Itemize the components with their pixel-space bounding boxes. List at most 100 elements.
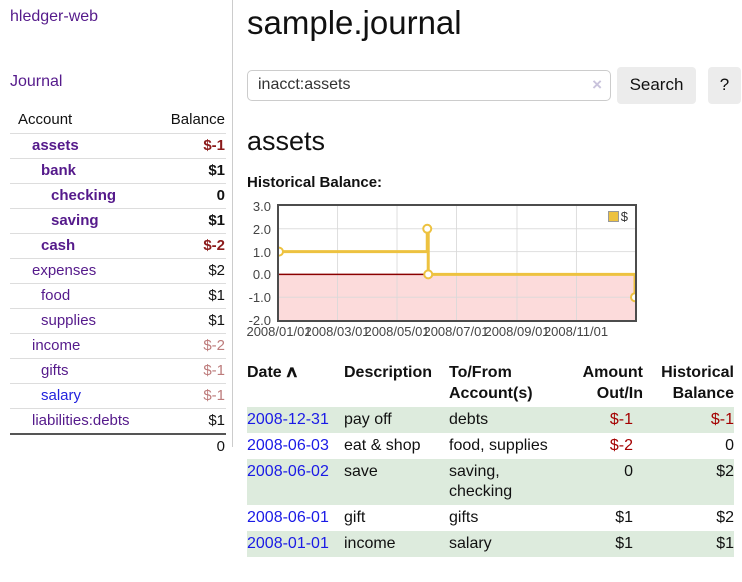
account-balance: $1: [151, 308, 226, 334]
account-balance: $-2: [151, 233, 226, 259]
transaction-date-link[interactable]: 2008-06-01: [247, 508, 329, 526]
main-content: sample.journal × Search ? assets Histori…: [233, 0, 742, 582]
app-title-link[interactable]: hledger-web: [10, 8, 99, 25]
sidebar: hledger-web Journal Account Balance asse…: [0, 0, 233, 459]
chart-legend: $: [607, 208, 628, 224]
transaction-description: income: [344, 530, 449, 557]
chart-title: Historical Balance:: [247, 173, 383, 191]
legend-swatch-icon: [607, 210, 619, 222]
account-balance: $-1: [151, 383, 226, 409]
account-link-saving[interactable]: saving: [51, 212, 99, 229]
chart-plot-area[interactable]: $: [277, 203, 637, 322]
y-tick-label: 0.0: [252, 266, 271, 282]
account-row-saving: saving $1: [10, 208, 226, 234]
transaction-amount: $1: [615, 508, 633, 526]
register-header-balance: Historical Balance: [661, 363, 734, 402]
account-row-expenses: expenses $2: [10, 258, 226, 284]
sort-ascending-icon: ∧: [284, 363, 299, 381]
transaction-balance: $2: [716, 508, 734, 526]
account-row-supplies: supplies $1: [10, 308, 226, 334]
account-balance: $1: [151, 158, 226, 184]
transaction-balance: 0: [725, 436, 734, 454]
y-tick-label: -2.0: [248, 312, 271, 328]
x-tick-label: 2008/07/01: [423, 323, 489, 339]
transaction-date-link[interactable]: 2008-06-03: [247, 436, 329, 454]
transaction-accounts: food, supplies: [449, 436, 548, 454]
register-row: 2008-12-31 pay off debts $-1 $-1: [247, 406, 734, 433]
account-link-income[interactable]: income: [32, 337, 81, 354]
transaction-amount: $-2: [609, 436, 633, 454]
account-link-food[interactable]: food: [41, 287, 71, 304]
account-balance: $1: [151, 408, 226, 434]
register-header-date[interactable]: Date ∧: [247, 363, 299, 381]
account-link-salary[interactable]: salary: [41, 387, 82, 404]
y-tick-label: 3.0: [252, 198, 271, 214]
register-header-description: Description: [344, 363, 433, 381]
transaction-description: eat & shop: [344, 436, 421, 454]
account-row-food: food $1: [10, 283, 226, 309]
transaction-balance: $-1: [643, 406, 734, 433]
accounts-table: Account Balance assets $-1 bank $1 check…: [10, 107, 226, 459]
transaction-accounts: saving, checking: [449, 458, 569, 505]
account-row-assets: assets $-1: [10, 133, 226, 159]
account-row-cash: cash $-2: [10, 233, 226, 259]
transaction-date-link[interactable]: 2008-01-01: [247, 534, 329, 552]
search-form: × Search ?: [247, 66, 741, 104]
account-balance: 0: [151, 183, 226, 209]
transaction-description: gift: [344, 508, 366, 526]
account-balance: $-1: [151, 133, 226, 159]
transaction-accounts: debts: [449, 406, 569, 433]
account-link-expenses[interactable]: expenses: [32, 262, 97, 279]
y-tick-label: 2.0: [252, 221, 271, 237]
account-link-cash[interactable]: cash: [41, 237, 76, 254]
account-link-assets[interactable]: assets: [32, 137, 79, 154]
transaction-accounts: salary: [449, 530, 569, 557]
transaction-date-link[interactable]: 2008-12-31: [247, 410, 329, 428]
register-header-amount: Amount Out/In: [582, 363, 643, 402]
account-link-liabilities-debts[interactable]: liabilities:debts: [32, 412, 130, 429]
accounts-header-account: Account: [18, 111, 73, 128]
register-row: 2008-06-01 gift gifts $1 $2: [247, 505, 734, 531]
account-balance: $1: [151, 283, 226, 309]
account-balance: $-2: [151, 333, 226, 359]
x-tick-label: 2008/01/01: [246, 323, 312, 339]
x-tick-label: 2008/05/01: [364, 323, 430, 339]
accounts-total-row: 0: [10, 433, 226, 459]
x-tick-label: 2008/11/01: [543, 323, 609, 339]
account-row-liabilities-debts: liabilities:debts $1: [10, 408, 226, 434]
transaction-accounts: gifts: [449, 508, 479, 526]
transaction-amount: $-1: [569, 406, 643, 433]
account-balance: $-1: [151, 358, 226, 384]
historical-balance-chart: 3.0 2.0 1.0 0.0 -1.0 -2.0 $ 2008/01/01 2…: [246, 199, 667, 340]
account-row-income: income $-2: [10, 333, 226, 359]
transaction-amount: 0: [569, 458, 643, 505]
search-input[interactable]: [247, 69, 611, 101]
account-link-checking[interactable]: checking: [51, 187, 117, 204]
x-tick-label: 2008/09/01: [484, 323, 550, 339]
accounts-total-balance: 0: [151, 433, 226, 459]
transaction-amount: $1: [569, 530, 643, 557]
transaction-description: pay off: [344, 406, 449, 433]
account-row-salary: salary $-1: [10, 383, 226, 409]
account-heading: assets: [247, 125, 326, 156]
account-row-bank: bank $1: [10, 158, 226, 184]
account-link-bank[interactable]: bank: [41, 162, 77, 179]
clear-search-icon[interactable]: ×: [592, 74, 602, 94]
account-link-supplies[interactable]: supplies: [41, 312, 97, 329]
account-row-checking: checking 0: [10, 183, 226, 209]
legend-label: $: [620, 208, 628, 224]
x-tick-label: 2008/03/01: [304, 323, 370, 339]
transaction-balance: $1: [643, 530, 734, 557]
register-header-accounts: To/From Account(s): [449, 363, 533, 402]
transaction-description: save: [344, 458, 449, 505]
register-row: 2008-06-02 save saving, checking 0 $2: [247, 458, 734, 505]
register-row: 2008-01-01 income salary $1 $1: [247, 530, 734, 557]
register-table: Date ∧ Description To/From Account(s) Amou…: [247, 362, 734, 557]
transaction-date-link[interactable]: 2008-06-02: [247, 462, 329, 480]
account-link-gifts[interactable]: gifts: [41, 362, 69, 379]
chart-y-axis: 3.0 2.0 1.0 0.0 -1.0 -2.0: [247, 199, 277, 327]
y-tick-label: 1.0: [252, 244, 271, 260]
search-button[interactable]: Search: [617, 66, 696, 104]
help-button[interactable]: ?: [708, 66, 741, 104]
nav-journal-link[interactable]: Journal: [10, 73, 63, 90]
